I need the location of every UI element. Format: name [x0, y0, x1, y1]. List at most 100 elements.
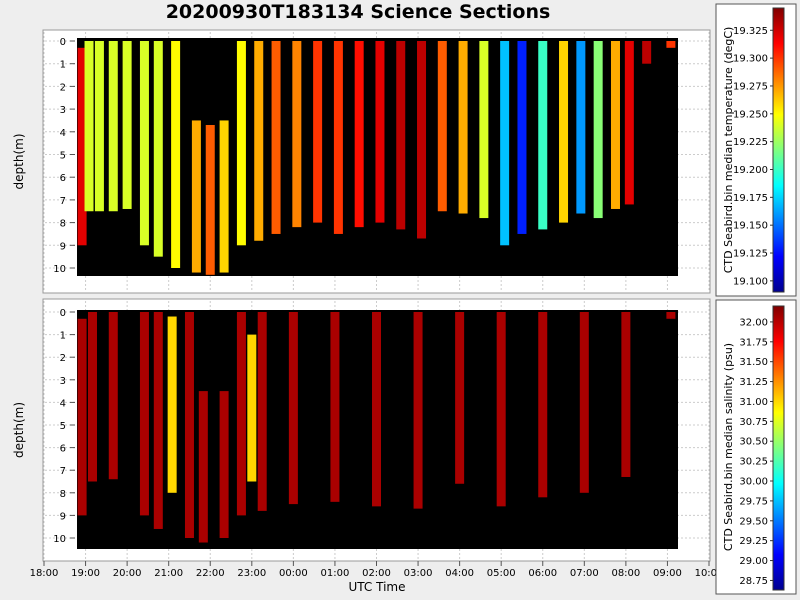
x-tick-label: 06:00	[528, 568, 557, 579]
colorbar-tick-label: 31.75	[739, 337, 768, 348]
colorbar-tick-label: 29.75	[739, 496, 768, 507]
profile-cast-2	[87, 312, 97, 482]
profile-cast-25	[500, 41, 510, 246]
colorbar-tick-label: 19.225	[733, 137, 768, 148]
profile-cast-22	[666, 312, 676, 319]
x-tick-label: 20:00	[113, 568, 142, 579]
colorbar-tick-label: 19.150	[733, 221, 768, 232]
colorbar-tick-label: 19.325	[733, 26, 768, 37]
profile-cast-18	[354, 41, 364, 228]
profile-cast-20	[579, 312, 589, 493]
profile-cast-1	[77, 47, 87, 246]
y-tick-label: 10	[53, 534, 66, 545]
profile-cast-1	[77, 318, 87, 516]
colorbar-tick-label: 30.50	[739, 437, 768, 448]
y-tick-label: 2	[60, 82, 66, 93]
colorbar-2: 28.75 29.00 29.25 29.50 29.75 30.00 30.25 30.50…	[715, 299, 797, 595]
profile-cast-7	[184, 312, 194, 538]
profile-cast-6	[167, 316, 177, 493]
y-tick-label: 5	[60, 421, 66, 432]
profile-cast-29	[576, 41, 586, 214]
colorbar-tick-label: 30.25	[739, 457, 768, 468]
profile-cast-28	[559, 41, 569, 223]
profile-cast-30	[593, 41, 603, 219]
profile-cast-21	[417, 41, 427, 239]
colorbar-tick-label: 19.125	[733, 249, 768, 260]
x-tick-label: 02:00	[362, 568, 391, 579]
y-tick-label: 6	[60, 173, 66, 184]
y-axis-label: depth(m)	[12, 134, 26, 190]
profile-cast-4	[139, 312, 149, 516]
profile-cast-3	[108, 312, 118, 480]
colorbar-gradient	[772, 7, 785, 293]
profile-cast-4	[108, 41, 118, 212]
colorbar-tick-label: 29.00	[739, 556, 768, 567]
colorbar-tick-label: 31.00	[739, 397, 768, 408]
profile-cast-15	[372, 312, 381, 507]
profile-cast-21	[621, 312, 631, 477]
profile-cast-16	[413, 312, 423, 509]
profile-cast-19	[538, 312, 548, 498]
colorbar-tick-label: 19.175	[733, 193, 768, 204]
colorbar-tick-label: 19.100	[733, 276, 768, 287]
profile-cast-13	[254, 41, 264, 241]
profile-cast-8	[171, 41, 181, 268]
panel-1: 0 1 2 3 4 5 6 7 8 9 10 depth(m)	[12, 29, 711, 294]
y-tick-label: 3	[60, 105, 66, 116]
profile-cast-33	[642, 41, 652, 64]
x-tick-label: 07:00	[570, 568, 599, 579]
profile-cast-11	[219, 120, 229, 273]
colorbar-tick-label: 19.200	[733, 165, 768, 176]
x-tick-label: 05:00	[487, 568, 516, 579]
profile-cast-10	[236, 312, 246, 516]
profile-cast-9	[191, 120, 201, 273]
colorbar-tick-label: 19.300	[733, 54, 768, 65]
profile-cast-14	[330, 312, 340, 502]
profile-cast-5	[153, 312, 163, 529]
colorbar-tick-label: 19.275	[733, 81, 768, 92]
colorbar-tick-label: 31.50	[739, 357, 768, 368]
profile-cast-8	[198, 391, 208, 543]
x-tick-label: 21:00	[154, 568, 183, 579]
profile-cast-12	[236, 41, 246, 246]
colorbar-tick-label: 32.00	[739, 317, 768, 328]
profile-cast-6	[139, 41, 149, 246]
y-tick-label: 0	[60, 37, 66, 48]
colorbar-label: CTD Seabird.bin median salinity (psu)	[722, 343, 735, 551]
profile-cast-26	[517, 41, 527, 234]
colorbar-label: CTD Seabird.bin median temperature (degC…	[722, 27, 735, 274]
profile-cast-19	[375, 41, 385, 223]
colorbar-gradient	[772, 305, 785, 591]
x-tick-label: 08:00	[611, 568, 640, 579]
profile-cast-13	[288, 312, 298, 505]
panel-2: 0 1 2 3 4 5 6 7 8 9 10 depth(m) 18:00 19:00 20:00 21:00…	[12, 298, 723, 594]
profile-cast-20	[396, 41, 406, 230]
profile-cast-2	[84, 41, 94, 212]
profile-cast-32	[624, 41, 634, 205]
x-tick-label: 01:00	[321, 568, 350, 579]
colorbar-tick-label: 29.25	[739, 536, 768, 547]
y-tick-label: 8	[60, 219, 66, 230]
profile-cast-16	[313, 41, 323, 223]
page-title: 20200930T183134 Science Sections	[165, 1, 551, 23]
colorbar-tick-label: 31.25	[739, 377, 768, 388]
y-tick-label: 6	[60, 444, 66, 455]
profile-cast-23	[458, 41, 468, 214]
profile-cast-31	[610, 41, 620, 209]
x-tick-label: 09:00	[653, 568, 682, 579]
x-tick-label: 19:00	[71, 568, 100, 579]
profile-cast-34	[666, 41, 676, 48]
profile-cast-15	[292, 41, 302, 228]
y-tick-label: 1	[60, 60, 66, 71]
profile-cast-18	[496, 312, 506, 507]
y-tick-label: 5	[60, 151, 66, 162]
colorbar-tick-label: 28.75	[739, 576, 768, 587]
y-tick-label: 7	[60, 196, 66, 207]
colorbar-1: 19.100 19.125 19.150 19.175 19.200 19.225 19.2…	[715, 3, 797, 297]
y-tick-label: 7	[60, 466, 66, 477]
colorbar-tick-label: 19.250	[733, 109, 768, 120]
profile-cast-10	[205, 124, 215, 275]
y-tick-label: 10	[53, 264, 66, 275]
y-tick-label: 8	[60, 489, 66, 500]
